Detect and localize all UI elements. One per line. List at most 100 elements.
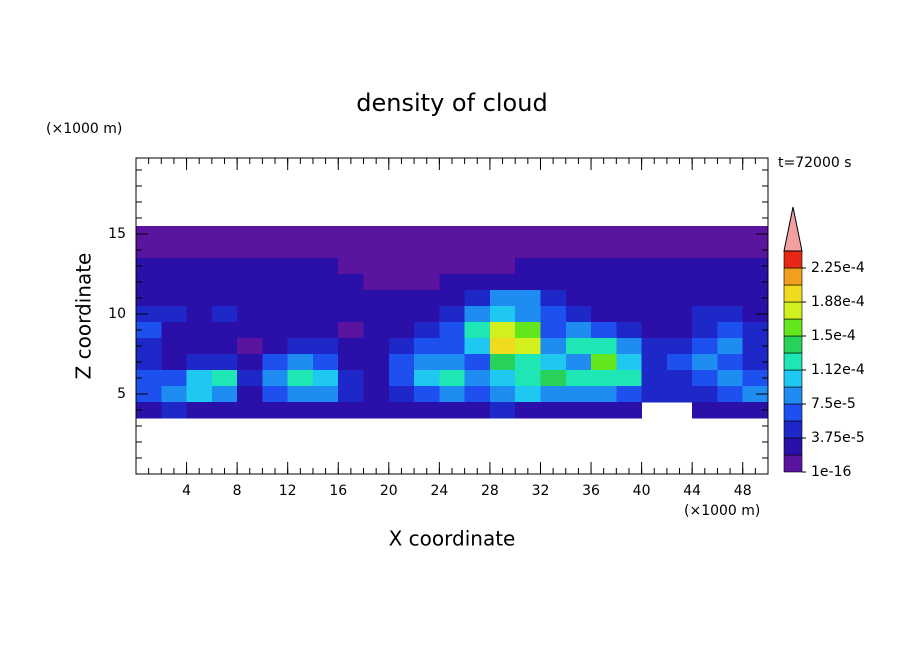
contour-cell: [515, 322, 541, 339]
contour-cell: [540, 386, 567, 403]
contour-cell: [692, 354, 718, 371]
contour-cell: [439, 306, 466, 323]
contour-cell: [692, 386, 718, 403]
contour-cell: [439, 370, 466, 387]
contour-cell: [363, 386, 390, 403]
y-axis-label: Z coordinate: [72, 253, 96, 380]
contour-cell: [439, 386, 466, 403]
contour-cell: [237, 242, 263, 259]
x-tick-label: 40: [633, 483, 651, 499]
contour-cell: [237, 258, 263, 275]
colorbar-bin: [783, 284, 803, 303]
contour-cell: [388, 386, 415, 403]
contour-cell: [666, 290, 693, 307]
colorbar-bin: [783, 403, 803, 422]
contour-cell: [717, 306, 744, 323]
contour-cell: [565, 242, 592, 259]
contour-cell: [237, 274, 263, 291]
contour-cell: [211, 274, 238, 291]
contour-cell: [161, 242, 188, 259]
contour-cell: [363, 258, 390, 275]
contour-cell: [186, 306, 213, 323]
contour-cell: [161, 386, 188, 403]
contour-cell: [717, 290, 744, 307]
contour-cell: [136, 290, 162, 307]
contour-cell: [237, 354, 263, 371]
contour-cell: [742, 226, 769, 243]
contour-cell: [565, 274, 592, 291]
contour-cell: [136, 242, 162, 259]
contour-cell: [338, 242, 365, 259]
contour-cell: [616, 386, 643, 403]
contour-cell: [565, 226, 592, 243]
contour-cell: [439, 226, 466, 243]
contour-cell: [717, 226, 744, 243]
contour-cell: [616, 306, 643, 323]
contour-cell: [211, 386, 238, 403]
contour-cell: [136, 370, 162, 387]
x-unit: (×1000 m): [684, 503, 760, 519]
contour-cell: [439, 290, 466, 307]
contour-cell: [414, 306, 440, 323]
x-tick-label: 32: [532, 483, 550, 499]
contour-cell: [312, 402, 339, 419]
contour-cell: [540, 338, 567, 355]
x-tick-label: 16: [329, 483, 347, 499]
contour-cell: [363, 226, 390, 243]
contour-cell: [616, 370, 643, 387]
contour-cell: [388, 354, 415, 371]
contour-cell: [692, 258, 718, 275]
contour-cell: [489, 354, 516, 371]
contour-cell: [312, 338, 339, 355]
contour-cell: [338, 274, 365, 291]
contour-cell: [616, 402, 643, 419]
contour-cell: [616, 338, 643, 355]
contour-cell: [515, 242, 541, 259]
contour-cell: [742, 306, 769, 323]
contour-cell: [414, 370, 440, 387]
x-tick-label: 24: [430, 483, 448, 499]
contour-cell: [211, 306, 238, 323]
contour-cell: [591, 306, 617, 323]
contour-cell: [717, 338, 744, 355]
contour-cell: [161, 338, 188, 355]
contour-cell: [540, 322, 567, 339]
contour-cell: [717, 354, 744, 371]
x-tick-label: 44: [683, 483, 701, 499]
contour-cell: [717, 322, 744, 339]
contour-cell: [717, 370, 744, 387]
contour-cell: [489, 402, 516, 419]
contour-cell: [515, 370, 541, 387]
contour-cell: [237, 322, 263, 339]
contour-cell: [186, 402, 213, 419]
contour-cell: [287, 306, 314, 323]
contour-cell: [136, 226, 162, 243]
contour-cell: [211, 226, 238, 243]
contour-cell: [439, 354, 466, 371]
contour-cell: [717, 386, 744, 403]
contour-cell: [287, 258, 314, 275]
contour-cell: [591, 370, 617, 387]
contour-cell: [136, 306, 162, 323]
contour-cell: [591, 226, 617, 243]
contour-cell: [717, 242, 744, 259]
colorbar-bin: [783, 318, 803, 337]
contour-cell: [464, 322, 491, 339]
contour-cell: [616, 258, 643, 275]
contour-cell: [666, 226, 693, 243]
colorbar-bin: [783, 352, 803, 371]
contour-cell: [211, 322, 238, 339]
contour-cell: [287, 274, 314, 291]
contour-cell: [312, 322, 339, 339]
contour-cell: [591, 386, 617, 403]
contour-cell: [565, 322, 592, 339]
contour-cell: [464, 402, 491, 419]
contour-cell: [414, 274, 440, 291]
contour-cell: [565, 386, 592, 403]
colorbar-label: 7.5e-5: [811, 396, 856, 412]
contour-cell: [363, 322, 390, 339]
contour-cell: [287, 370, 314, 387]
contour-cell: [464, 242, 491, 259]
contour-cell: [262, 274, 289, 291]
contour-cell: [540, 306, 567, 323]
